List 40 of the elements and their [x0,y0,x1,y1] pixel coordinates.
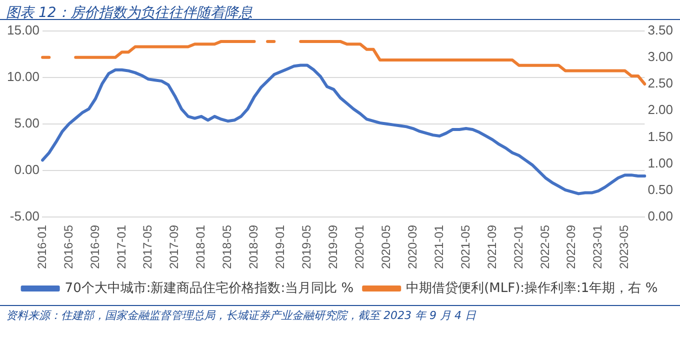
y2-tick-label: 0.50 [648,182,674,197]
y2-tick-label: 2.00 [648,102,674,118]
x-tick-label: 2018-01 [194,224,208,270]
y-tick-label: 10.00 [6,68,40,84]
y2-tick-label: 0.00 [648,208,674,224]
x-tick-label: 2022-05 [538,224,552,270]
x-tick-label: 2023-01 [590,224,605,270]
y2-tick-label: 1.00 [648,155,674,170]
x-tick-label: 2022-09 [564,224,578,270]
legend-label: 中期借贷便利(MLF):操作利率:1年期，右 % [406,280,658,296]
x-tick-label: 2017-05 [140,224,155,270]
x-tick-label: 2022-01 [511,224,526,270]
chart-title: 图表 12：房价指数为负往往伴随着降息 [0,0,680,21]
legend-label: 70个大中城市:新建商品住宅价格指数:当月同比 % [64,280,354,296]
y2-tick-label: 2.50 [648,76,674,91]
text: 资料来源：住建部，国家金融监督管理总局，长城证券产业金融研究院，截至 2023 年 9 月 4 日 [0,305,680,325]
x-tick-label: 2020-01 [352,224,366,270]
y-tick-label: 15.00 [6,22,40,38]
y2-tick-label: 3.50 [648,22,674,38]
x-tick-label: 2019-05 [300,224,314,270]
y2-tick-label: 1.50 [648,128,674,144]
x-tick-label: 2017-09 [167,224,182,270]
x-tick-label: 2021-01 [432,224,446,270]
x-tick-label: 2019-09 [326,224,340,270]
x-tick-label: 2021-09 [484,224,499,270]
x-tick-label: 2017-01 [114,224,128,270]
y2-tick-label: 3.00 [648,48,674,64]
x-tick-label: 2019-01 [273,224,288,270]
x-tick-label: 2021-05 [458,224,472,270]
y-tick-label: 5.00 [14,115,40,130]
x-tick-label: 2016-01 [34,224,49,270]
x-tick-label: 2023-05 [617,224,632,270]
x-tick-label: 2018-09 [246,224,261,270]
y-tick-label: -5.00 [10,208,40,224]
x-tick-label: 2020-05 [378,224,393,270]
x-tick-label: 2020-09 [405,224,420,270]
x-tick-label: 2018-05 [220,224,234,270]
x-tick-label: 2016-05 [61,224,76,270]
y-tick-label: 0.00 [14,162,40,177]
x-tick-label: 2016-09 [88,224,102,270]
